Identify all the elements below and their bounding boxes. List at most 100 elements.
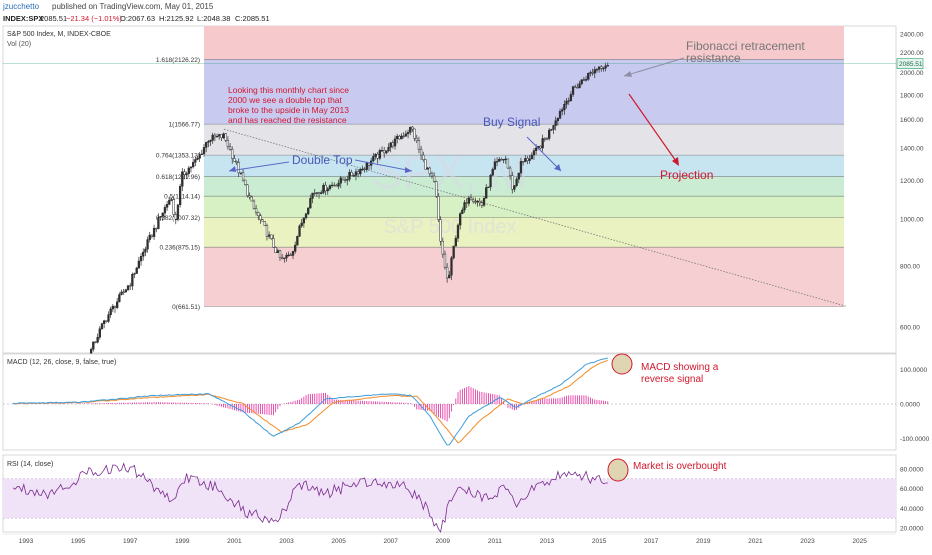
candle-body [374, 154, 377, 157]
candle-body [315, 192, 319, 194]
time-tick-label: 2023 [800, 538, 815, 545]
candle-body [311, 192, 314, 199]
candle-body [100, 323, 104, 330]
fib-level-label: 1(1566.77) [169, 122, 200, 129]
volume-label: Vol (20) [7, 41, 31, 48]
candle-body [595, 69, 599, 71]
fib-level-label: 1.618(2126.22) [156, 57, 200, 64]
time-tick-label: 1993 [19, 538, 34, 545]
candle-body [591, 72, 594, 74]
candle-body [237, 162, 240, 174]
candle-body [398, 135, 401, 140]
candle-body [365, 162, 368, 170]
price-tick-label: 1200.00 [900, 178, 924, 185]
candle-body [126, 285, 130, 291]
candle-body [261, 219, 264, 222]
candle-body [163, 207, 167, 214]
candle-body [129, 285, 132, 287]
candle-body [142, 251, 145, 257]
candle-body [519, 161, 523, 174]
candle-body [257, 212, 260, 216]
published-text: published on TradingView.com, May 01, 20… [52, 2, 214, 11]
time-axis[interactable]: 1993 1995 1997 1999 2001 2003 2005 2007 2009 2011… [3, 533, 896, 545]
candle-body [530, 154, 533, 160]
candle-body [155, 227, 158, 230]
price-tag-box [896, 58, 924, 69]
candle-body [578, 83, 581, 89]
candle-body [404, 133, 408, 137]
candle-body [372, 156, 375, 162]
price-change: −21.34 (−1.01%) [66, 14, 122, 23]
rsi-axis[interactable]: 80.0000 60.0000 40.0000 20.0000 [900, 466, 924, 532]
time-tick-label: 2017 [644, 538, 659, 545]
time-tick-label: 2021 [748, 538, 763, 545]
candle-body [300, 222, 303, 227]
candle-body [157, 217, 160, 229]
fib-band [204, 196, 844, 218]
commentary-line: and has reached the resistance [228, 115, 347, 125]
macd-axis[interactable]: 100.0000 0.0000 -100.0000 [900, 367, 930, 443]
fib-resistance-line: Fibonacci retracement [686, 39, 805, 53]
candle-body [354, 171, 358, 176]
candle-body [244, 179, 247, 186]
candle-body [239, 172, 243, 174]
macd-tick-label: 100.0000 [900, 367, 927, 374]
fib-resistance-arrow [623, 57, 685, 77]
candle-body [120, 291, 123, 295]
price-axis[interactable]: 2400.00 2200.00 2000.00 1800.00 1600.00 1400.… [896, 32, 924, 332]
header: jzucchetto published on TradingView.com,… [2, 2, 270, 23]
candle-body [220, 134, 223, 138]
price-tick-label: 1800.00 [900, 92, 924, 99]
candle-body [515, 179, 518, 187]
rsi-tick-label: 80.0000 [900, 466, 924, 473]
rsi-tick-label: 20.0000 [900, 526, 924, 533]
candle-body [480, 202, 484, 206]
candle-body [448, 274, 451, 279]
candle-body [218, 134, 221, 137]
candle-body [96, 337, 99, 343]
candle-body [183, 171, 186, 175]
candle-body [352, 175, 355, 177]
candle-body [513, 185, 516, 190]
candle-body [563, 104, 566, 110]
candle-body [320, 192, 323, 194]
candle-body [417, 140, 421, 150]
candle-body [556, 117, 560, 122]
price-tag-label: 2085.51 [899, 61, 923, 68]
candle-body [231, 149, 234, 159]
fib-level-label: 0(661.51) [172, 304, 200, 311]
candle-body [135, 267, 138, 274]
candle-body [387, 147, 390, 152]
price-tick-label: 2200.00 [900, 50, 924, 57]
candle-body [252, 200, 256, 209]
candle-body [194, 159, 197, 163]
candle-body [248, 195, 251, 198]
candle-body [294, 244, 297, 252]
fib-resistance-line: resistance [686, 51, 741, 65]
candle-body [326, 188, 329, 192]
candle-body [235, 161, 238, 163]
candle-body [463, 202, 466, 211]
candle-body [422, 154, 425, 160]
candle-body [296, 235, 299, 246]
candle-body [289, 254, 292, 256]
candle-body [576, 87, 579, 89]
high-value: H:2125.92 [159, 14, 194, 23]
candle-body [207, 141, 210, 143]
candle-body [493, 161, 497, 170]
candle-body [254, 208, 258, 213]
candle-body [283, 257, 286, 260]
candle-body [304, 213, 308, 219]
author-link[interactable]: jzucchetto [2, 2, 40, 11]
time-tick-label: 1997 [123, 538, 138, 545]
candle-body [159, 216, 162, 218]
candle-body [426, 167, 429, 170]
fibonacci-retracement[interactable]: 1.618(2126.22) 1(1566.77) 0.764(1353.13) 0.… [156, 26, 844, 311]
candle-body [554, 120, 557, 126]
watermark-symbol: SPX, M [372, 146, 528, 198]
fib-resistance-label: Fibonacci retracement resistance [686, 39, 808, 65]
candle-body [445, 266, 449, 279]
candle-body [198, 154, 201, 159]
candle-body [168, 199, 171, 205]
double-top-label: Double Top [292, 153, 353, 167]
